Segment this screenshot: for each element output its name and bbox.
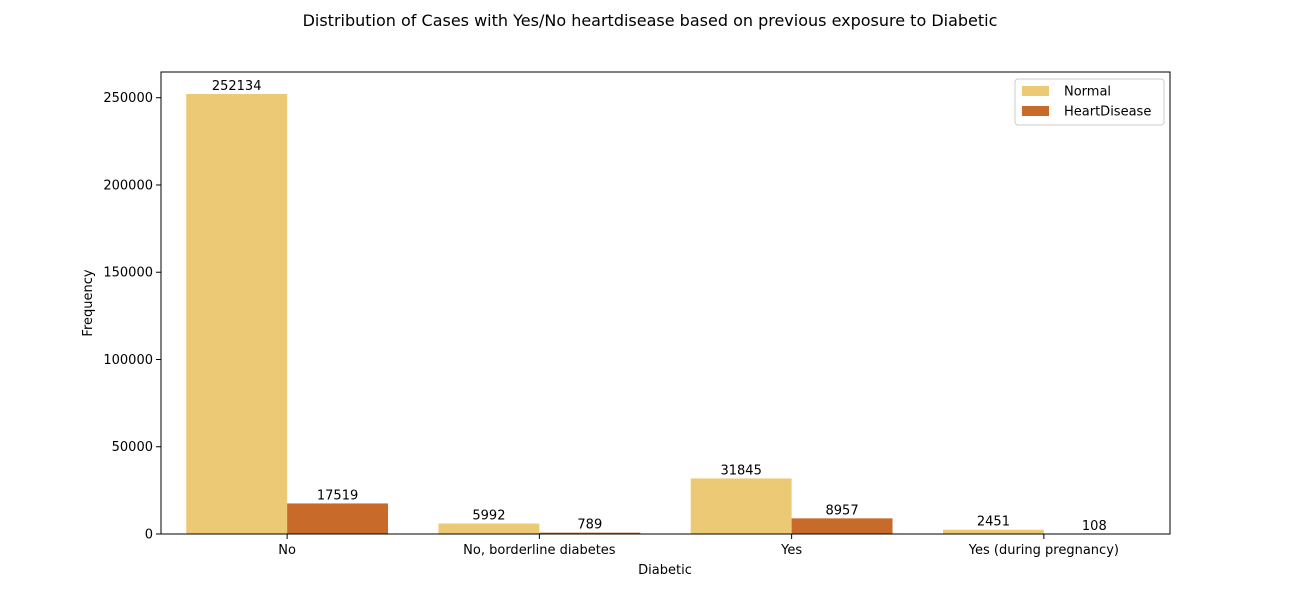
bar-label-normal-no: 252134 <box>212 79 262 94</box>
bar-normal-yes-during-pregnancy <box>942 529 1044 534</box>
legend: Normal HeartDisease <box>1014 78 1165 126</box>
y-tick-label: 50000 <box>112 440 153 455</box>
legend-label-heartdisease: HeartDisease <box>1064 105 1151 120</box>
bar-label-heartdisease-yes: 8957 <box>826 503 859 518</box>
bar-normal-no <box>186 93 288 534</box>
y-tick-label: 250000 <box>103 91 153 106</box>
legend-swatch-normal <box>1022 86 1049 96</box>
legend-label-normal: Normal <box>1064 85 1111 100</box>
plot-frame <box>160 71 1171 535</box>
bar-heartdisease-no <box>287 503 389 534</box>
x-tick-label: Yes <box>780 543 802 558</box>
y-tick-label: 200000 <box>103 178 153 193</box>
y-axis-title: Frequency <box>81 269 96 336</box>
y-tick-label: 150000 <box>103 266 153 281</box>
x-tick-label: No <box>278 543 296 558</box>
legend-swatch-heartdisease <box>1022 106 1049 116</box>
bar-label-heartdisease-no-borderline-diabetes: 789 <box>577 518 602 533</box>
bar-normal-yes <box>690 478 792 534</box>
bars-group <box>186 93 1145 534</box>
legend-box <box>1014 78 1165 126</box>
bar-heartdisease-no-borderline-diabetes <box>539 532 641 534</box>
bar-labels-group: 252134 17519 5992 789 31845 8957 2451 108 <box>212 79 1107 534</box>
y-tick-label: 100000 <box>103 353 153 368</box>
bar-normal-no-borderline-diabetes <box>438 523 540 534</box>
bar-label-heartdisease-yes-during-pregnancy: 108 <box>1082 519 1107 534</box>
y-axis: 0 50000 100000 150000 200000 250000 <box>103 91 161 543</box>
x-tick-label: Yes (during pregnancy) <box>968 543 1119 558</box>
bar-label-normal-yes: 31845 <box>720 463 761 478</box>
bar-label-normal-yes-during-pregnancy: 2451 <box>977 515 1010 530</box>
bar-label-heartdisease-no: 17519 <box>317 488 358 503</box>
x-tick-label: No, borderline diabetes <box>463 543 616 558</box>
x-axis-title: Diabetic <box>638 563 692 578</box>
x-axis: No No, borderline diabetes Yes Yes (during … <box>278 534 1119 558</box>
bar-heartdisease-yes <box>791 518 893 534</box>
y-tick-label: 0 <box>145 528 153 543</box>
bar-label-normal-no-borderline-diabetes: 5992 <box>472 509 505 524</box>
chart-title: Distribution of Cases with Yes/No heartd… <box>303 11 998 30</box>
